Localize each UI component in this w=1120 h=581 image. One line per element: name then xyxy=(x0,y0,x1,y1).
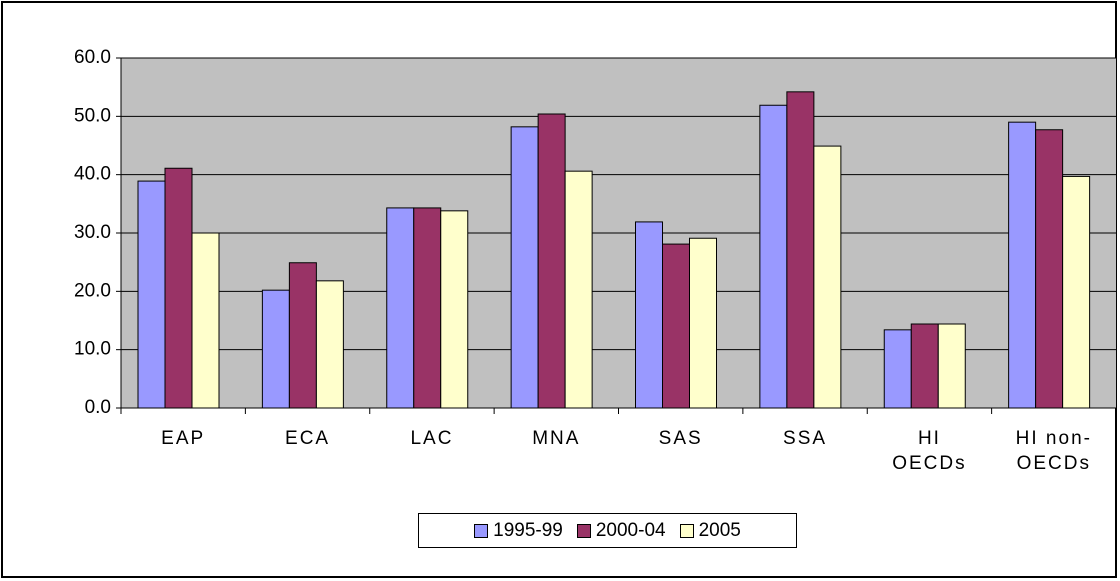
bar xyxy=(689,237,717,409)
y-tick-label: 20.0 xyxy=(74,280,111,301)
bar xyxy=(164,167,193,409)
bar xyxy=(386,207,415,409)
x-tick-label: MNA xyxy=(532,428,581,449)
bar xyxy=(1035,129,1064,409)
x-tick-label: HI non-OECDs xyxy=(1015,428,1092,474)
bar xyxy=(315,280,344,409)
legend-label: 2000-04 xyxy=(595,519,666,541)
bar xyxy=(937,323,966,409)
bar xyxy=(191,232,220,409)
y-tick-label: 0.0 xyxy=(85,397,111,418)
x-tick-label: ECA xyxy=(285,428,331,449)
bar xyxy=(1062,175,1091,409)
y-tick-label: 10.0 xyxy=(74,339,111,360)
x-tick-label: EAP xyxy=(161,428,206,449)
legend-swatch xyxy=(679,523,694,538)
y-tick-label: 30.0 xyxy=(74,222,111,243)
bar xyxy=(137,180,166,409)
legend-swatch xyxy=(576,523,591,538)
bar xyxy=(910,323,939,409)
legend-item: 2000-04 xyxy=(576,519,666,542)
bar xyxy=(537,113,566,409)
bar xyxy=(1008,121,1037,409)
bar xyxy=(564,170,593,409)
y-tick-label: 40.0 xyxy=(74,164,111,185)
x-tick-label: SSA xyxy=(783,428,828,449)
legend-label: 2005 xyxy=(698,519,741,541)
y-tick-label: 60.0 xyxy=(74,47,111,68)
bar xyxy=(662,243,690,409)
legend-label: 1995-99 xyxy=(493,519,563,541)
legend-swatch xyxy=(474,523,489,538)
y-tick-label: 50.0 xyxy=(74,105,111,126)
legend-item: 1995-99 xyxy=(474,520,563,542)
bar xyxy=(510,126,539,409)
bar xyxy=(813,145,842,409)
bar xyxy=(759,104,788,409)
bar xyxy=(440,210,469,409)
x-tick-label: LAC xyxy=(410,428,454,449)
bar xyxy=(786,91,815,409)
legend: 1995-99 2000-04 2005 xyxy=(418,513,797,548)
bar xyxy=(635,221,663,409)
legend-item: 2005 xyxy=(679,519,741,542)
bar xyxy=(883,329,912,409)
bar xyxy=(288,262,317,409)
bar xyxy=(261,289,290,409)
x-tick-label: SAS xyxy=(658,428,703,449)
x-tick-label: HI OECDs xyxy=(892,428,967,474)
bar xyxy=(413,207,442,409)
